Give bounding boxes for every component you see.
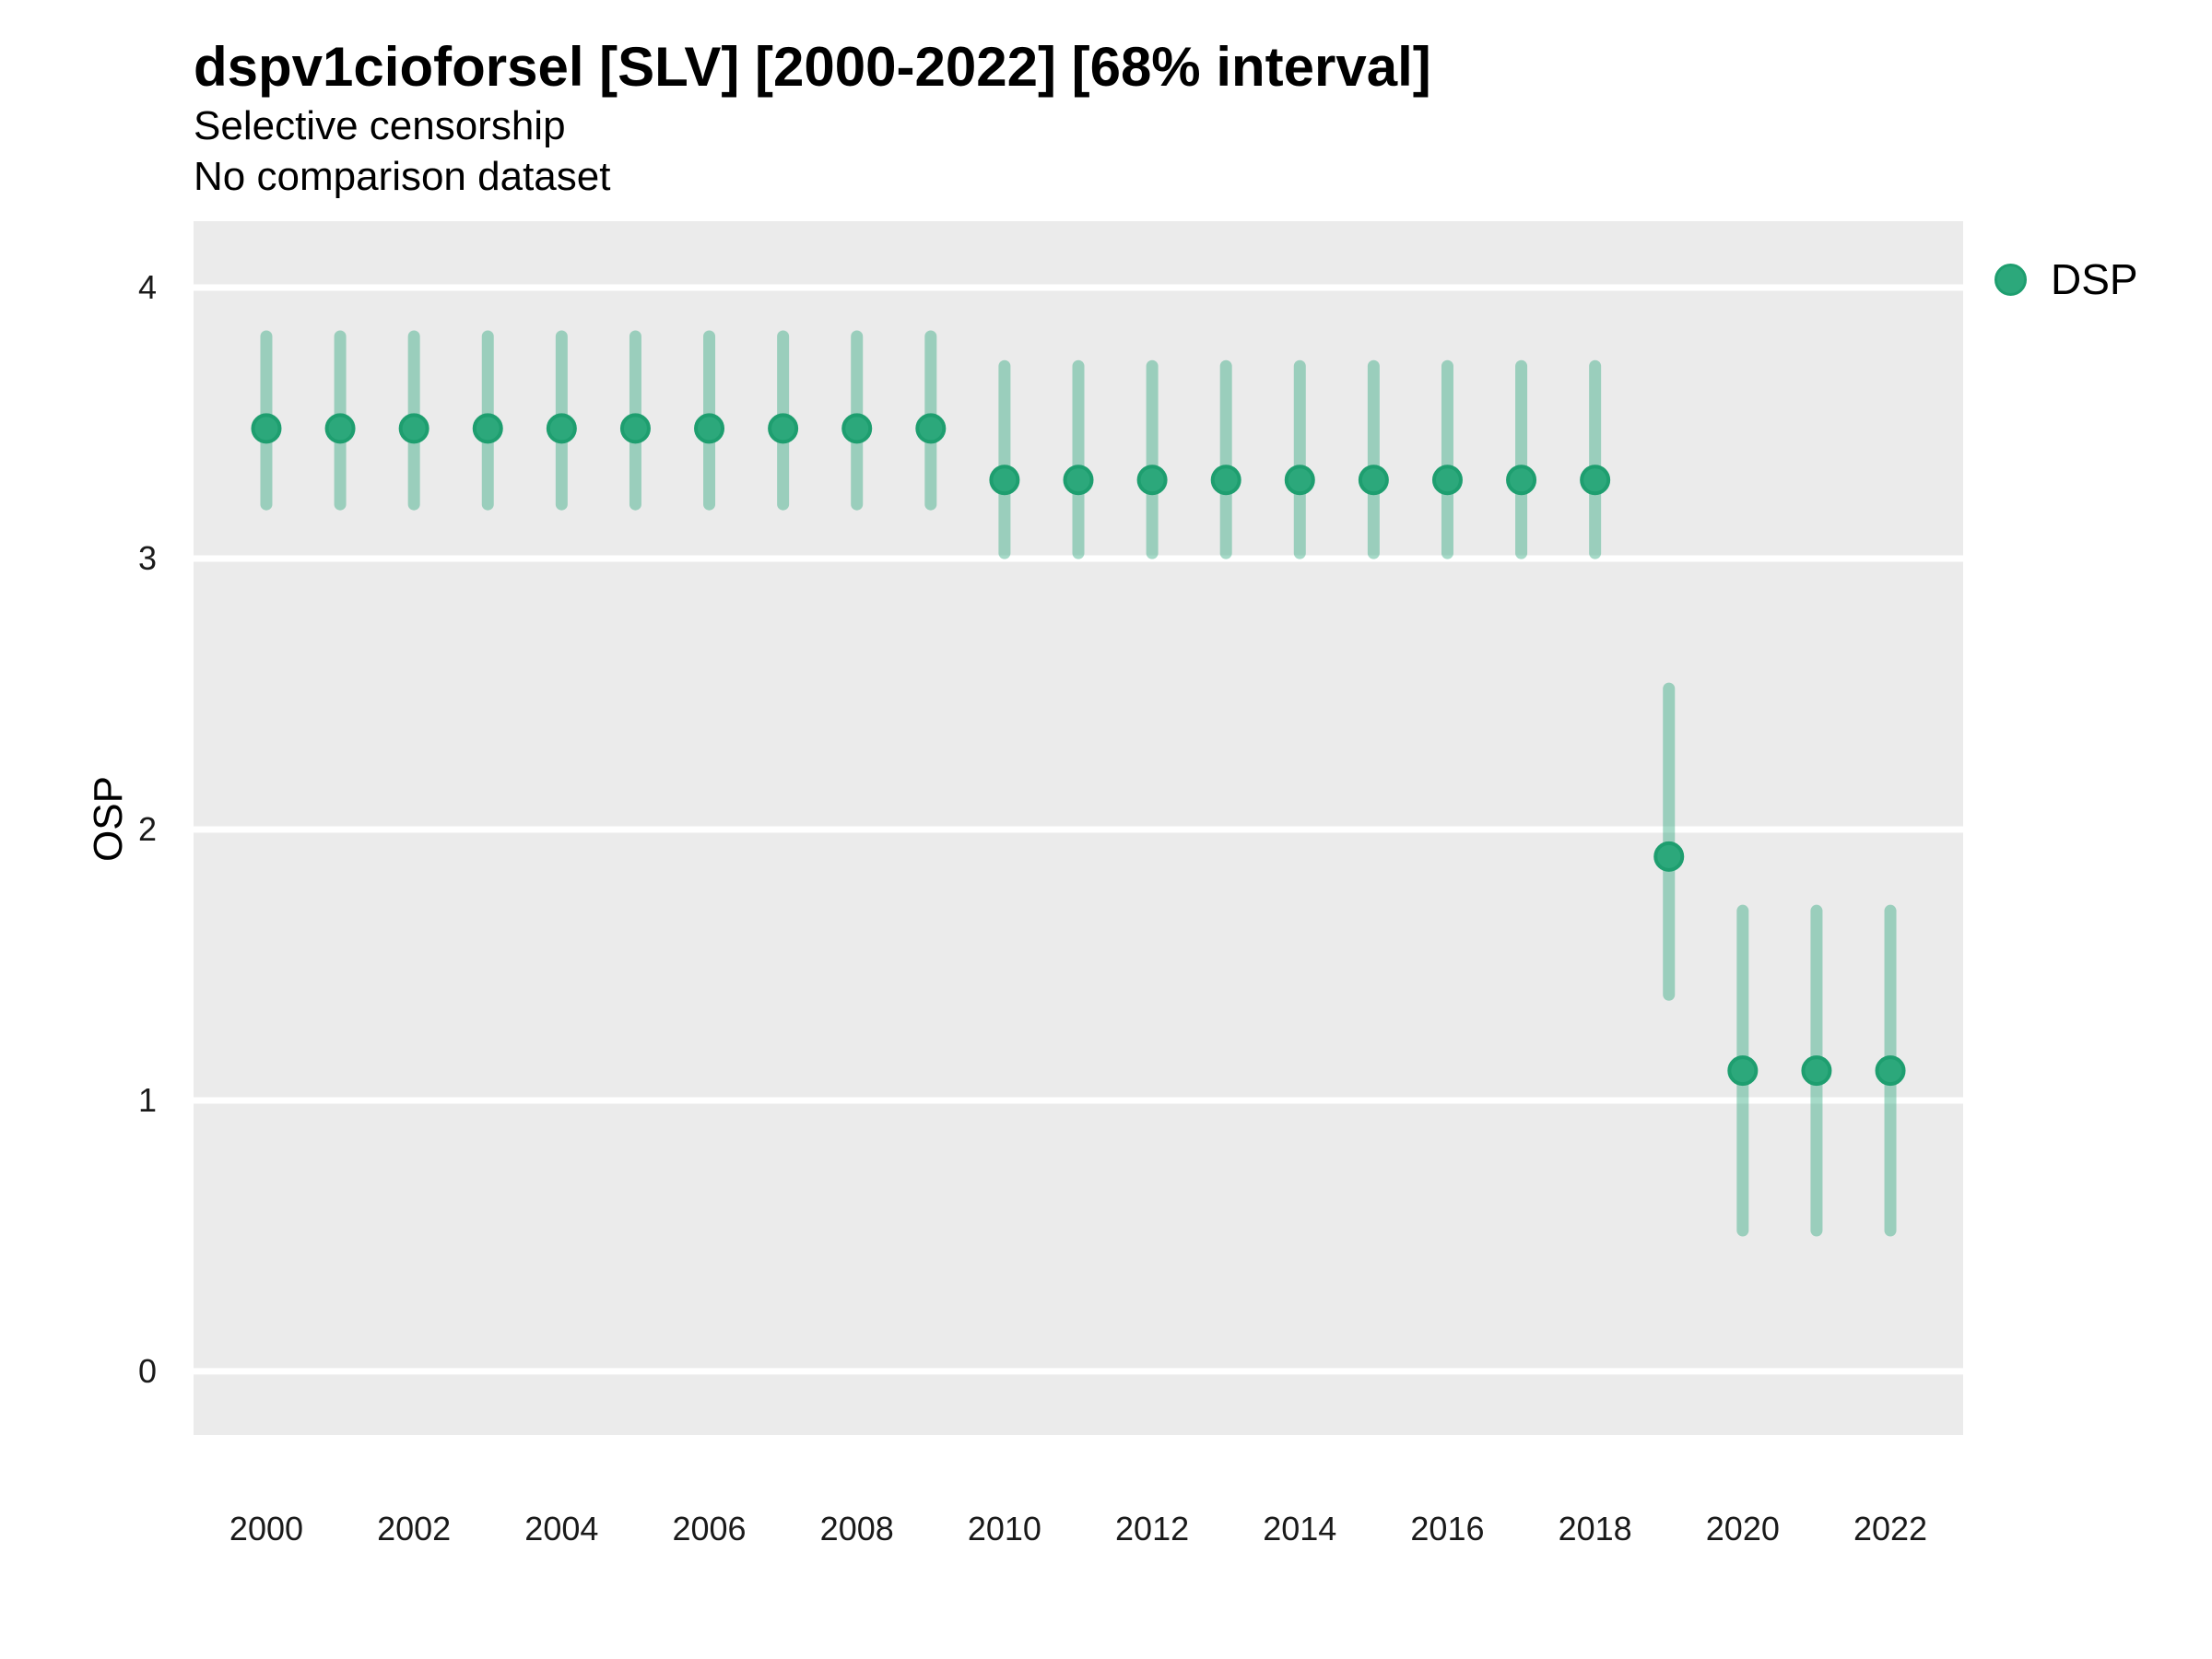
data-point-2001 [324,413,356,444]
data-point-2010 [989,465,1020,496]
y-tick-label-4: 4 [137,268,157,307]
data-point-2004 [546,413,577,444]
data-point-2022 [1875,1055,1906,1087]
x-tick-label-2022: 2022 [1853,1510,1928,1547]
x-tick-label-2002: 2002 [377,1510,452,1547]
x-tick-label-2006: 2006 [672,1510,747,1547]
data-point-2008 [841,413,873,444]
data-point-2021 [1801,1055,1832,1087]
x-tick-label-2012: 2012 [1115,1510,1190,1547]
data-point-2006 [694,413,725,444]
chart-title: dspv1cioforsel [SLV] [2000-2022] [68% in… [194,36,1431,98]
y-tick-label-3: 3 [137,538,157,577]
data-point-2002 [398,413,429,444]
x-tick-label-2010: 2010 [967,1510,1041,1547]
y-tick-label-2: 2 [137,809,157,848]
data-point-2012 [1136,465,1168,496]
data-point-2019 [1653,841,1685,872]
legend: DSP [1994,254,2138,304]
data-point-2020 [1727,1055,1759,1087]
x-tick-label-2014: 2014 [1263,1510,1337,1547]
legend-label: DSP [2051,255,2138,303]
x-tick-label-2018: 2018 [1558,1510,1632,1547]
data-point-2014 [1284,465,1315,496]
data-point-2005 [619,413,651,444]
data-point-2016 [1431,465,1463,496]
data-point-2017 [1506,465,1537,496]
data-point-2009 [915,413,947,444]
data-point-2000 [251,413,282,444]
data-point-2011 [1063,465,1094,496]
x-tick-label-2008: 2008 [819,1510,894,1547]
y-tick-label-1: 1 [137,1080,157,1119]
data-point-2015 [1358,465,1389,496]
legend-point-icon [1994,263,2027,296]
data-point-2013 [1210,465,1241,496]
x-tick-label-2016: 2016 [1410,1510,1485,1547]
x-tick-label-2004: 2004 [524,1510,599,1547]
data-point-2018 [1580,465,1611,496]
x-tick-label-2000: 2000 [229,1510,304,1547]
chart-subtitle-1: Selective censorship [194,103,566,148]
x-tick-label-2020: 2020 [1705,1510,1780,1547]
y-tick-label-0: 0 [137,1351,157,1390]
chart-subtitle-2: No comparison dataset [194,154,611,199]
data-point-2003 [472,413,503,444]
data-point-2007 [768,413,799,444]
